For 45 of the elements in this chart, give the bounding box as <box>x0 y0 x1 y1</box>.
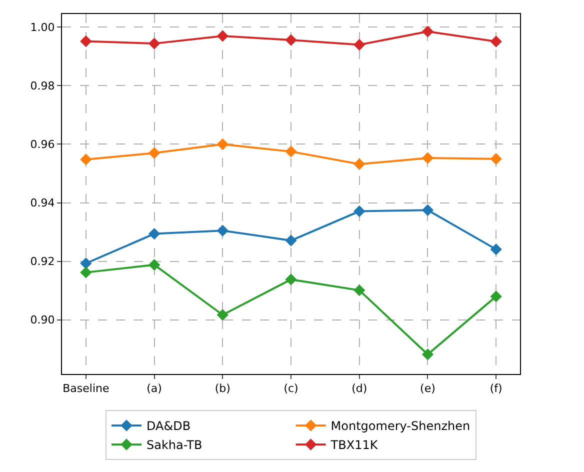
y-tick-label: 0.98 <box>30 80 55 93</box>
point <box>148 228 160 240</box>
point <box>490 290 502 302</box>
point <box>216 30 228 42</box>
legend-label: Sakha-TB <box>146 438 202 452</box>
point <box>285 234 297 246</box>
point <box>490 36 502 48</box>
y-tick-label: 0.92 <box>30 255 55 268</box>
point <box>80 35 92 48</box>
point <box>354 205 366 218</box>
x-tick-label: (d) <box>352 382 368 396</box>
x-tick-label: Baseline <box>62 382 110 396</box>
point <box>490 153 502 165</box>
x-tick-label: (b) <box>214 382 230 396</box>
point <box>422 348 434 360</box>
point <box>148 38 160 50</box>
y-tick-label: 1.00 <box>30 21 55 34</box>
x-tick-label: (e) <box>420 382 436 396</box>
point <box>285 274 297 286</box>
point <box>216 309 228 321</box>
point <box>285 34 297 46</box>
x-tick-label: (c) <box>284 382 298 396</box>
legend-label: Montgomery-Shenzhen <box>330 419 470 434</box>
y-tick-label: 0.94 <box>30 196 55 210</box>
point <box>422 204 434 216</box>
point <box>216 138 228 150</box>
point <box>354 284 366 296</box>
point <box>148 147 160 159</box>
point <box>354 38 366 51</box>
point <box>216 224 228 236</box>
point <box>80 266 92 278</box>
point <box>422 152 434 164</box>
point <box>422 26 434 38</box>
point <box>354 158 366 170</box>
point <box>80 258 92 270</box>
point <box>148 258 160 271</box>
x-tick-label: (a) <box>146 382 162 396</box>
point <box>80 154 92 166</box>
x-tick-label: (f) <box>490 382 502 396</box>
legend-label: DA&DB <box>146 419 191 434</box>
y-tick-label: 0.90 <box>30 314 55 327</box>
y-tick-label: 0.96 <box>30 138 55 152</box>
point <box>285 146 297 158</box>
legend-label: TBX11K <box>330 438 379 452</box>
point <box>490 243 502 256</box>
